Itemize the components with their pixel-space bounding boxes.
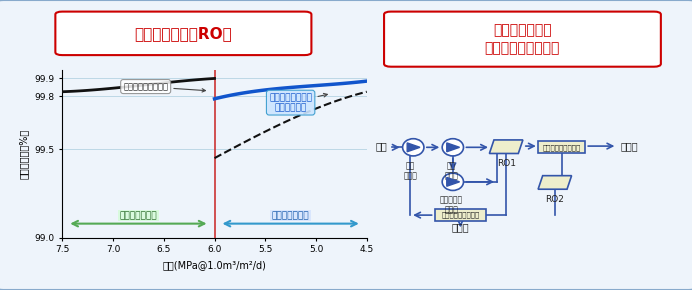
Text: 高圧
ポンプ: 高圧 ポンプ <box>444 161 458 180</box>
Text: 濃縮水: 濃縮水 <box>452 222 469 232</box>
Polygon shape <box>407 143 420 152</box>
Text: RO2: RO2 <box>545 195 564 204</box>
Text: RO1: RO1 <box>497 159 516 168</box>
Text: 生産水: 生産水 <box>620 141 638 151</box>
Text: 低圧海水淡水化RO膜: 低圧海水淡水化RO膜 <box>134 26 233 41</box>
Text: 高圧海水淡水化: 高圧海水淡水化 <box>120 211 157 220</box>
Text: エネルギー回収装置: エネルギー回収装置 <box>441 212 480 218</box>
Text: 低圧多段高収率
海水淡水化システム: 低圧多段高収率 海水淡水化システム <box>485 23 560 55</box>
Polygon shape <box>538 176 572 189</box>
Text: 供給
ポンプ: 供給 ポンプ <box>403 161 417 180</box>
Text: 低圧海水淡水化: 低圧海水淡水化 <box>272 211 309 220</box>
Circle shape <box>403 139 424 156</box>
Text: エネルギー回収装置: エネルギー回収装置 <box>543 144 581 151</box>
FancyBboxPatch shape <box>538 141 585 153</box>
Text: 低圧海水淡水化膜
（メガトン）: 低圧海水淡水化膜 （メガトン） <box>269 93 327 112</box>
FancyBboxPatch shape <box>384 12 661 67</box>
Circle shape <box>442 139 464 156</box>
FancyBboxPatch shape <box>435 209 486 221</box>
Y-axis label: 塩類除去率（%）: 塩類除去率（%） <box>19 128 29 179</box>
Polygon shape <box>489 140 523 153</box>
X-axis label: 圧力(MPa@1.0m³/m²/d): 圧力(MPa@1.0m³/m²/d) <box>163 260 266 270</box>
Polygon shape <box>447 177 459 186</box>
Text: 海水: 海水 <box>375 141 387 151</box>
Polygon shape <box>447 143 459 152</box>
Text: ブースター
ポンプ: ブースター ポンプ <box>439 195 463 215</box>
Text: 従来の海水淡水化膜: 従来の海水淡水化膜 <box>123 82 206 92</box>
Circle shape <box>442 173 464 191</box>
FancyBboxPatch shape <box>55 12 311 55</box>
